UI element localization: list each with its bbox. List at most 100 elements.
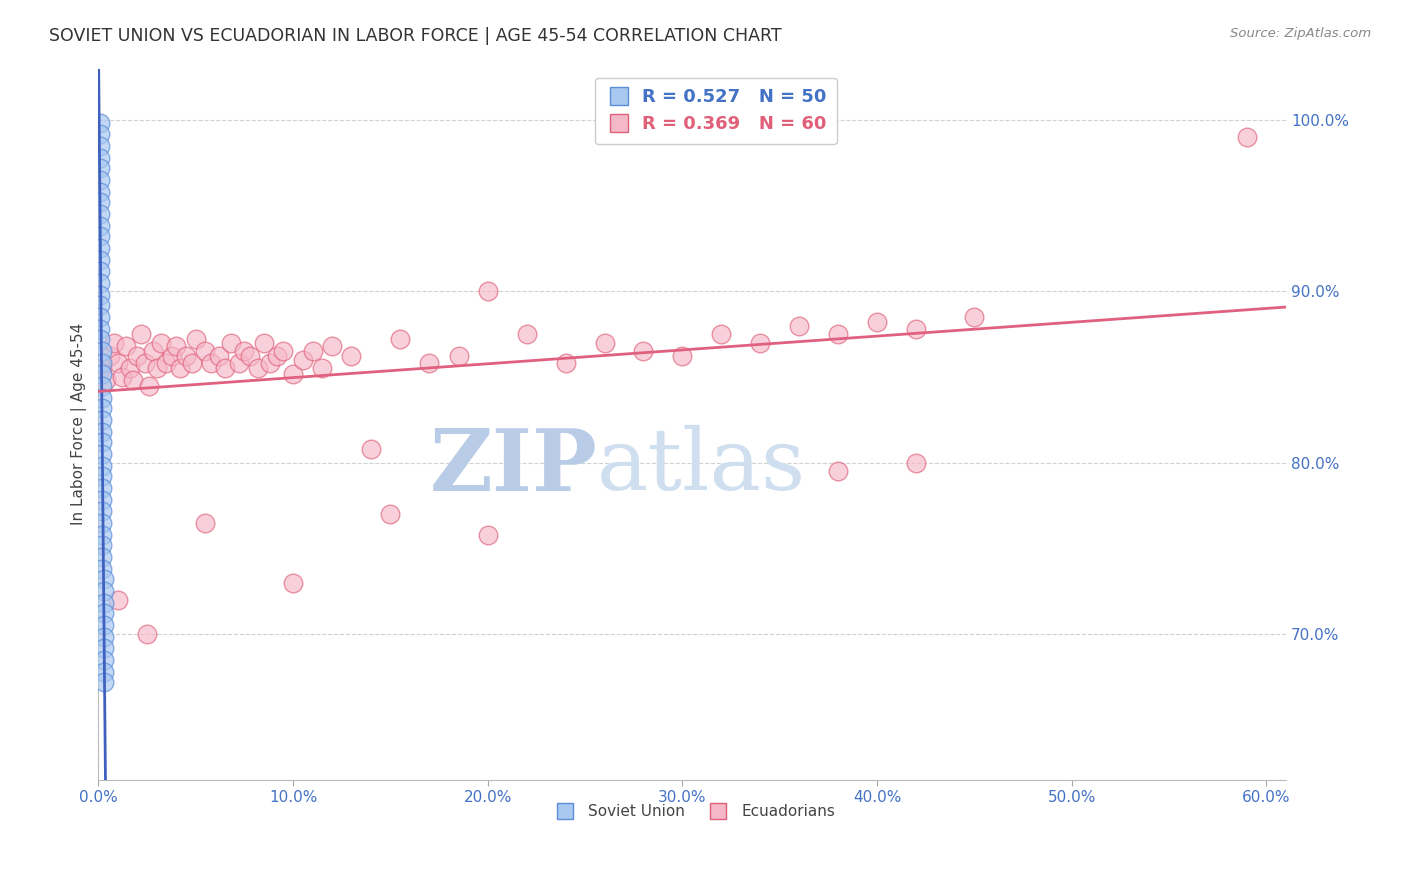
- Point: [194, 516, 217, 530]
- Point: [671, 350, 693, 364]
- Point: [239, 350, 262, 364]
- Point: [91, 516, 114, 530]
- Point: [89, 185, 111, 199]
- Point: [94, 373, 117, 387]
- Point: [93, 665, 115, 679]
- Point: [91, 413, 114, 427]
- Point: [593, 335, 616, 350]
- Point: [89, 127, 111, 141]
- Point: [214, 361, 236, 376]
- Point: [89, 151, 111, 165]
- Point: [340, 350, 363, 364]
- Point: [91, 435, 114, 450]
- Point: [93, 640, 115, 655]
- Point: [253, 335, 276, 350]
- Point: [89, 116, 111, 130]
- Point: [246, 361, 269, 376]
- Point: [89, 298, 111, 312]
- Point: [98, 350, 121, 364]
- Point: [89, 332, 111, 346]
- Point: [311, 361, 333, 376]
- Point: [360, 442, 382, 456]
- Point: [91, 401, 114, 415]
- Point: [91, 493, 114, 508]
- Point: [93, 631, 115, 645]
- Point: [91, 527, 114, 541]
- Point: [91, 538, 114, 552]
- Point: [271, 344, 294, 359]
- Point: [89, 229, 111, 244]
- Text: SOVIET UNION VS ECUADORIAN IN LABOR FORCE | AGE 45-54 CORRELATION CHART: SOVIET UNION VS ECUADORIAN IN LABOR FORC…: [49, 27, 782, 45]
- Point: [107, 592, 129, 607]
- Point: [905, 456, 928, 470]
- Point: [93, 584, 115, 599]
- Point: [89, 219, 111, 234]
- Point: [827, 327, 849, 342]
- Point: [91, 549, 114, 564]
- Point: [91, 447, 114, 461]
- Point: [134, 356, 156, 370]
- Point: [516, 327, 538, 342]
- Point: [827, 464, 849, 478]
- Point: [787, 318, 810, 333]
- Point: [291, 352, 314, 367]
- Point: [89, 161, 111, 175]
- Point: [165, 339, 187, 353]
- Point: [389, 332, 412, 346]
- Point: [89, 195, 111, 210]
- Text: atlas: atlas: [598, 425, 806, 508]
- Point: [91, 469, 114, 483]
- Point: [149, 335, 172, 350]
- Point: [138, 378, 160, 392]
- Point: [91, 356, 114, 370]
- Point: [162, 350, 184, 364]
- Point: [91, 378, 114, 392]
- Point: [111, 370, 134, 384]
- Point: [749, 335, 772, 350]
- Text: Source: ZipAtlas.com: Source: ZipAtlas.com: [1230, 27, 1371, 40]
- Point: [89, 276, 111, 290]
- Point: [114, 339, 136, 353]
- Legend: Soviet Union, Ecuadorians: Soviet Union, Ecuadorians: [543, 798, 841, 825]
- Point: [266, 350, 288, 364]
- Y-axis label: In Labor Force | Age 45-54: In Labor Force | Age 45-54: [72, 323, 87, 525]
- Point: [633, 344, 655, 359]
- Point: [93, 675, 115, 690]
- Point: [89, 263, 111, 277]
- Point: [93, 618, 115, 632]
- Point: [91, 562, 114, 576]
- Point: [418, 356, 440, 370]
- Point: [184, 332, 207, 346]
- Point: [233, 344, 256, 359]
- Point: [710, 327, 733, 342]
- Point: [91, 503, 114, 517]
- Point: [447, 350, 470, 364]
- Point: [180, 356, 202, 370]
- Point: [91, 481, 114, 495]
- Point: [89, 253, 111, 268]
- Point: [122, 373, 145, 387]
- Point: [219, 335, 242, 350]
- Point: [259, 356, 281, 370]
- Point: [174, 350, 197, 364]
- Point: [136, 627, 159, 641]
- Point: [963, 310, 986, 324]
- Point: [107, 356, 129, 370]
- Point: [127, 350, 149, 364]
- Point: [89, 322, 111, 336]
- Point: [93, 572, 115, 586]
- Point: [118, 361, 141, 376]
- Point: [145, 361, 167, 376]
- Point: [200, 356, 222, 370]
- Point: [91, 425, 114, 439]
- Point: [91, 391, 114, 405]
- Point: [321, 339, 343, 353]
- Point: [301, 344, 323, 359]
- Point: [477, 527, 499, 541]
- Point: [905, 322, 928, 336]
- Point: [103, 335, 125, 350]
- Point: [89, 173, 111, 187]
- Point: [89, 207, 111, 221]
- Point: [554, 356, 576, 370]
- Point: [89, 242, 111, 256]
